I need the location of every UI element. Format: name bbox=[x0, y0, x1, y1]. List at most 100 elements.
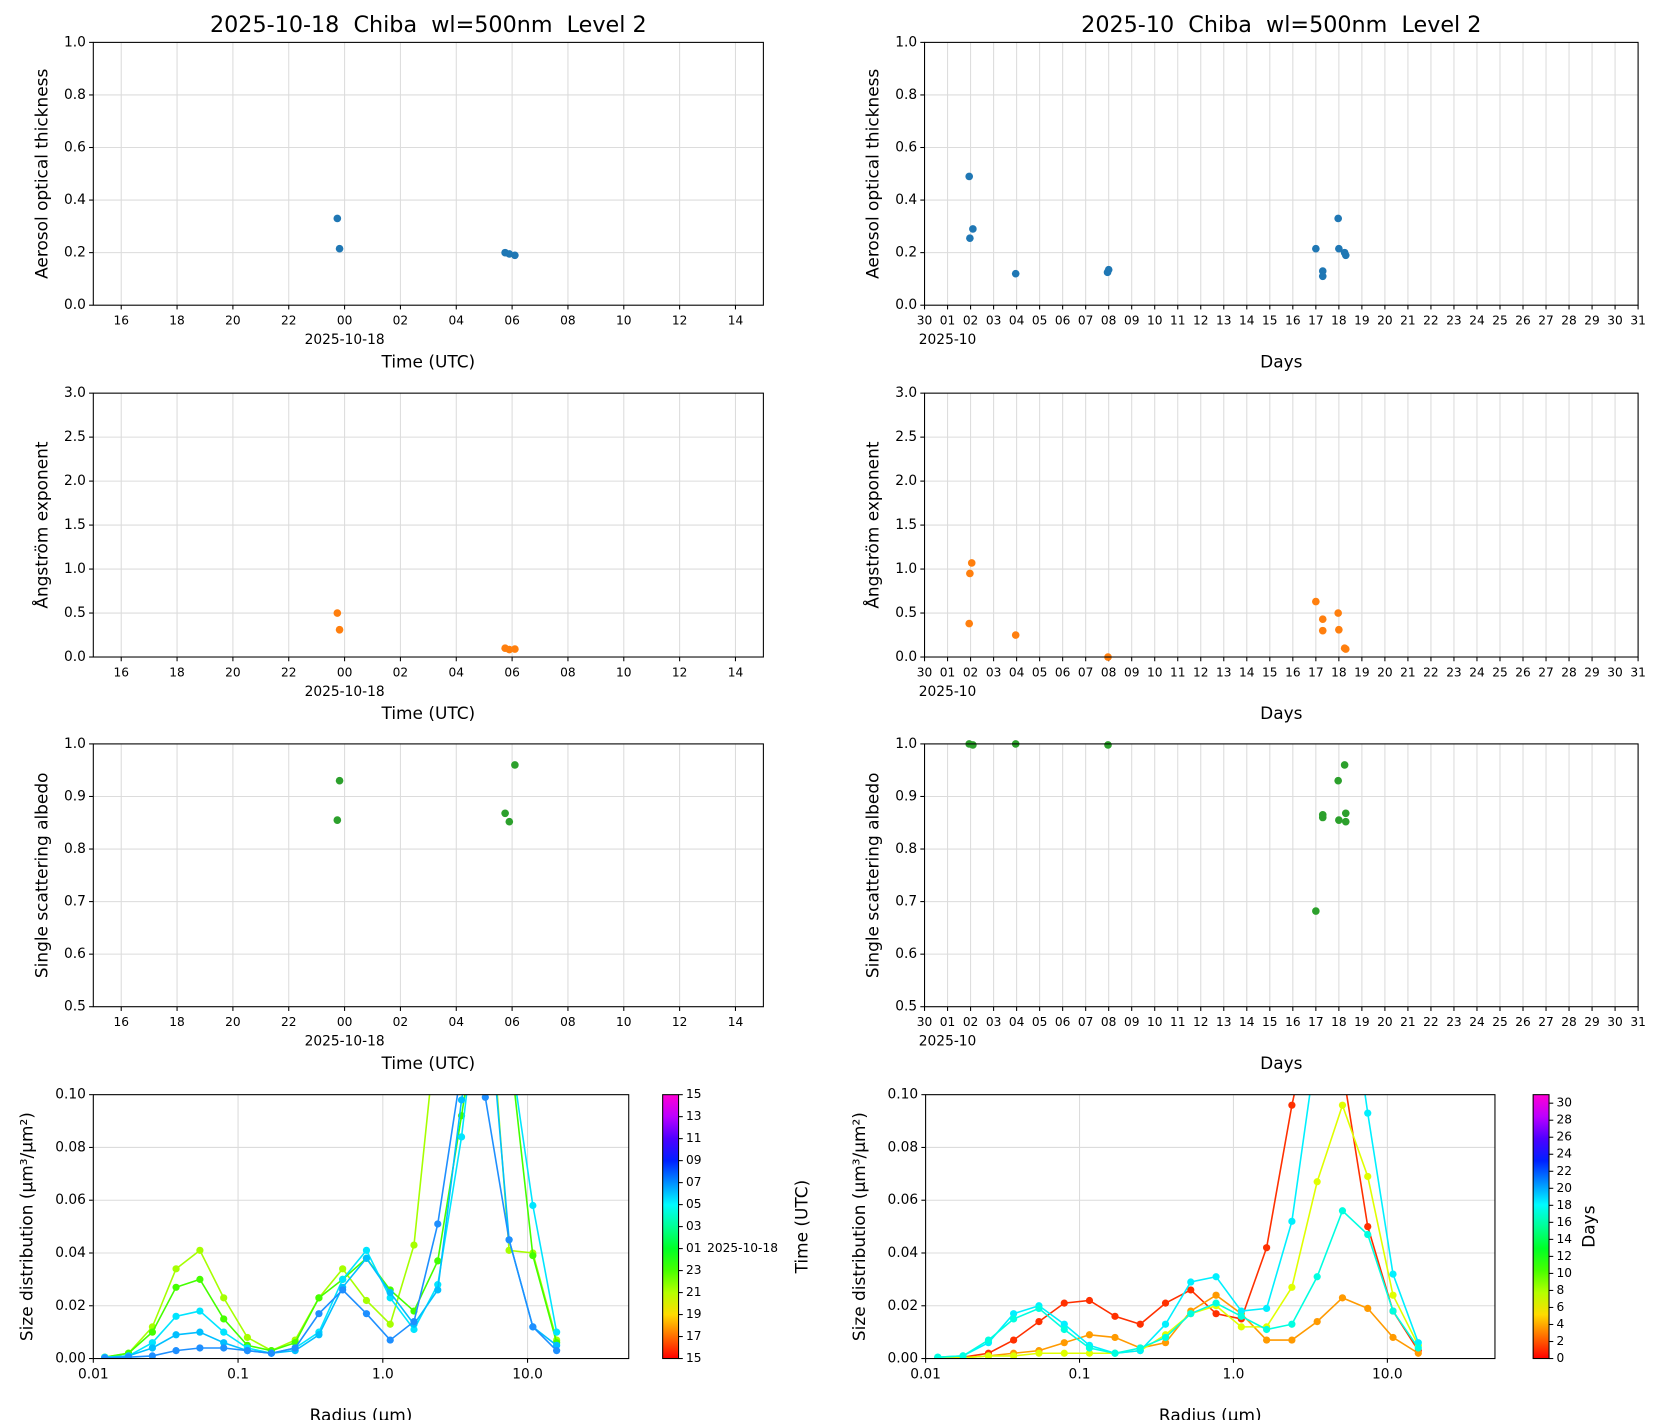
point bbox=[501, 809, 509, 818]
x-tick-label: 06 bbox=[504, 1015, 520, 1029]
point bbox=[1339, 933, 1346, 940]
point bbox=[1237, 1307, 1245, 1315]
x-tick-label: 04 bbox=[1009, 314, 1025, 328]
x-tick-label: 04 bbox=[1009, 1015, 1025, 1029]
point bbox=[1288, 1283, 1296, 1291]
x-tick-label: 05 bbox=[1032, 665, 1048, 679]
x-tick-label: 13 bbox=[1216, 314, 1232, 328]
point bbox=[196, 1307, 204, 1315]
y-tick-label: 1.0 bbox=[895, 561, 917, 577]
colorbar-tick-label: 11 bbox=[686, 1131, 702, 1145]
point bbox=[434, 1012, 441, 1019]
colorbar-tick-label: 20 bbox=[1556, 1181, 1572, 1195]
x-axis-label: Time (UTC) bbox=[381, 351, 476, 371]
x-tick-label: 12 bbox=[1193, 665, 1209, 679]
y-tick-label: 0.06 bbox=[888, 1192, 919, 1208]
x-tick-label: 30 bbox=[1607, 1015, 1623, 1029]
point bbox=[1318, 272, 1327, 281]
y-tick-label: 0.8 bbox=[64, 841, 86, 857]
point bbox=[339, 1275, 347, 1283]
point bbox=[1313, 1178, 1321, 1186]
point bbox=[386, 1336, 394, 1344]
y-tick-label: 0.7 bbox=[64, 894, 86, 910]
x-tick-label: 14 bbox=[1239, 314, 1255, 328]
x-tick-label: 17 bbox=[1308, 665, 1324, 679]
y-tick-label: 0.00 bbox=[888, 1351, 919, 1367]
y-tick-label: 0.8 bbox=[64, 87, 86, 103]
point bbox=[196, 1344, 204, 1352]
x-tick-label: 18 bbox=[169, 314, 185, 328]
y-tick-label: 0.6 bbox=[64, 140, 86, 156]
point bbox=[1364, 1109, 1372, 1117]
colorbar-tick-label: 17 bbox=[686, 1329, 702, 1343]
point bbox=[1338, 1294, 1347, 1302]
point bbox=[362, 1246, 371, 1254]
point bbox=[1288, 1320, 1296, 1328]
x-tick-label: 08 bbox=[1101, 665, 1117, 679]
x-tick-label: 23 bbox=[1446, 314, 1462, 328]
x-tick-label: 08 bbox=[1101, 314, 1117, 328]
point bbox=[1237, 1312, 1245, 1320]
x-tick-label: 02 bbox=[963, 1015, 979, 1029]
colorbar-label: Days bbox=[1578, 1205, 1598, 1247]
x-tick-label: 02 bbox=[393, 665, 409, 679]
x-tick-label: 13 bbox=[1216, 1015, 1232, 1029]
point bbox=[220, 1344, 228, 1352]
chart-title: 2025-10-18 Chiba wl=500nm Level 2 bbox=[210, 12, 647, 38]
y-tick-label: 0.5 bbox=[64, 999, 86, 1015]
point bbox=[482, 959, 489, 966]
colorbar-date-label: 2025-10-18 bbox=[707, 1241, 778, 1255]
point bbox=[482, 933, 489, 940]
x-tick-label: 30 bbox=[917, 1015, 933, 1029]
y-tick-label: 0.2 bbox=[895, 245, 917, 261]
point bbox=[1338, 1207, 1347, 1215]
point bbox=[457, 1133, 466, 1141]
point bbox=[511, 645, 519, 653]
point bbox=[1085, 1344, 1094, 1352]
point bbox=[481, 1094, 489, 1101]
colorbar-tick-label: 10 bbox=[1556, 1266, 1572, 1280]
x-tick-label: 30 bbox=[1607, 665, 1623, 679]
y-tick-label: 0.6 bbox=[895, 946, 917, 962]
x-tick-label: 05 bbox=[1032, 314, 1048, 328]
point bbox=[1341, 251, 1350, 260]
x-tick-label: 21 bbox=[1400, 665, 1416, 679]
point bbox=[1085, 1296, 1094, 1305]
colorbar-tick-label: 26 bbox=[1556, 1130, 1572, 1144]
point bbox=[1262, 1304, 1271, 1313]
point bbox=[434, 1286, 442, 1294]
y-tick-label: 0.02 bbox=[888, 1298, 919, 1314]
point bbox=[1161, 1299, 1170, 1307]
point bbox=[172, 1347, 180, 1355]
x-tick-label: 10.0 bbox=[1372, 1366, 1403, 1382]
point bbox=[458, 906, 465, 913]
point bbox=[1161, 1339, 1170, 1347]
point bbox=[172, 1265, 180, 1273]
panel: 0.00 0.02 0.04 0.06 0.08 0.10 0.01 0.1 1.0 10.0 Ra… bbox=[849, 933, 1598, 1420]
y-tick-label: 0.0 bbox=[895, 297, 917, 313]
point bbox=[148, 1352, 156, 1359]
x-tick-label: 26 bbox=[1515, 665, 1531, 679]
point bbox=[220, 1294, 228, 1302]
point bbox=[553, 1341, 561, 1349]
x-tick-label: 15 bbox=[1262, 1015, 1278, 1029]
x-tick-label: 19 bbox=[1354, 1015, 1370, 1029]
x-tick-label: 12 bbox=[672, 1015, 688, 1029]
x-tick-label: 10 bbox=[1147, 314, 1163, 328]
x-axis-label: Radius (µm) bbox=[310, 1405, 413, 1420]
colorbar-tick-label: 15 bbox=[686, 1087, 702, 1101]
point bbox=[1414, 1349, 1422, 1357]
line bbox=[937, 1094, 1420, 1359]
point bbox=[1035, 1349, 1043, 1357]
x-tick-label: 10 bbox=[1147, 665, 1163, 679]
x-tick-label: 1.0 bbox=[1222, 1366, 1244, 1382]
point bbox=[243, 1347, 251, 1355]
x-tick-label: 12 bbox=[672, 665, 688, 679]
panel: 2025-10-18 Chiba wl=500nm Level 2 0.0 0.2 0… bbox=[31, 12, 764, 371]
x-tick-label: 14 bbox=[728, 665, 744, 679]
y-tick-label: 0.10 bbox=[888, 1087, 919, 1103]
y-tick-label: 0.0 bbox=[64, 297, 86, 313]
colorbar-tick-label: 12 bbox=[1556, 1249, 1572, 1263]
point bbox=[1335, 816, 1343, 824]
